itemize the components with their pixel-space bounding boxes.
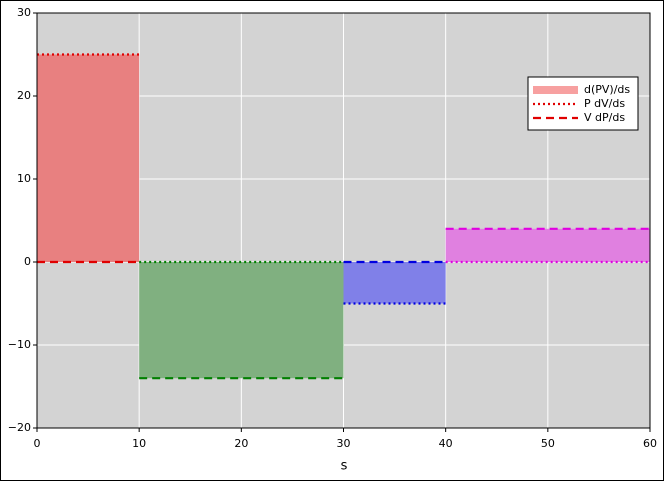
y-tick-label: 0 xyxy=(24,255,31,268)
axes-border xyxy=(36,12,651,429)
x-axis-label: s xyxy=(341,459,348,474)
x-tick-label: 0 xyxy=(34,437,41,450)
y-tick-label: −10 xyxy=(8,338,31,351)
x-tick-label: 50 xyxy=(541,437,555,450)
legend-box xyxy=(527,76,639,131)
area-segment xyxy=(37,54,140,262)
area-segment xyxy=(343,262,446,304)
x-tick-label: 60 xyxy=(643,437,657,450)
y-tick-label: 30 xyxy=(17,6,31,19)
x-tick-label: 20 xyxy=(234,437,248,450)
area-segment xyxy=(139,262,344,379)
legend-label: d(PV)/ds xyxy=(584,83,630,96)
legend-label: V dP/ds xyxy=(584,111,625,124)
x-tick-label: 40 xyxy=(439,437,453,450)
x-tick-label: 10 xyxy=(132,437,146,450)
legend-swatch xyxy=(533,86,578,94)
legend-label: P dV/ds xyxy=(584,97,625,110)
area-segment xyxy=(445,228,650,262)
y-tick-label: 20 xyxy=(17,89,31,102)
y-tick-label: 10 xyxy=(17,172,31,185)
y-tick-label: −20 xyxy=(8,421,31,434)
x-tick-label: 30 xyxy=(337,437,351,450)
